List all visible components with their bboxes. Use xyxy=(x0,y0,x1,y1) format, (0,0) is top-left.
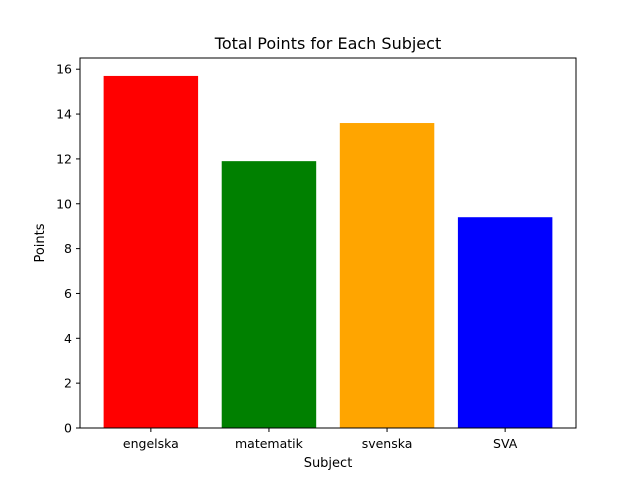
y-tick-label: 8 xyxy=(64,241,72,256)
chart-title: Total Points for Each Subject xyxy=(214,34,441,53)
bar-sva xyxy=(457,217,553,428)
y-tick-label: 2 xyxy=(64,376,72,391)
y-tick-label: 12 xyxy=(56,151,72,166)
x-axis-label: Subject xyxy=(304,456,353,471)
bar-engelska xyxy=(103,75,199,428)
bars-group xyxy=(103,75,553,428)
y-tick-label: 14 xyxy=(56,107,72,122)
x-tick-label: engelska xyxy=(123,436,179,451)
y-axis-label: Points xyxy=(33,223,48,262)
y-tick-label: 10 xyxy=(56,196,72,211)
y-tick-label: 4 xyxy=(64,331,72,346)
x-axis: engelska matematik svenska SVA xyxy=(123,428,518,451)
y-tick-label: 0 xyxy=(64,421,72,436)
x-tick-label: SVA xyxy=(493,436,518,451)
x-tick-label: svenska xyxy=(362,436,413,451)
bar-matematik xyxy=(221,161,317,428)
bar-svenska xyxy=(339,123,435,428)
y-tick-label: 16 xyxy=(56,62,72,77)
y-axis: 0 2 4 6 8 10 12 14 16 xyxy=(56,62,80,436)
plot-frame xyxy=(79,57,577,429)
x-tick-label: matematik xyxy=(235,436,304,451)
y-tick-label: 6 xyxy=(64,286,72,301)
